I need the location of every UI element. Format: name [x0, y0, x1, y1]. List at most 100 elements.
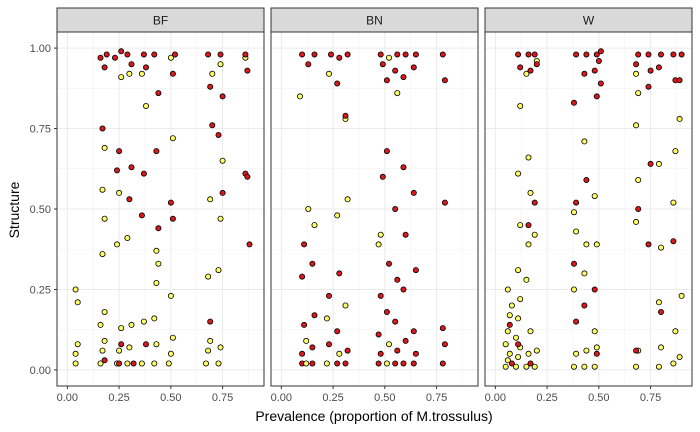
- data-point-red: [383, 308, 390, 315]
- data-point-red: [525, 222, 532, 229]
- data-point-red: [377, 51, 384, 58]
- data-point-yellow: [305, 205, 312, 212]
- data-point-yellow: [517, 222, 524, 229]
- data-point-red: [299, 273, 306, 280]
- data-point-red: [334, 80, 341, 87]
- data-point-red: [309, 344, 316, 351]
- data-point-red: [153, 148, 160, 155]
- data-point-red: [325, 292, 332, 299]
- data-point-red: [527, 67, 534, 74]
- data-point-red: [118, 341, 125, 348]
- data-point-red: [645, 83, 652, 90]
- data-point-yellow: [655, 363, 662, 370]
- x-tick-label: 0.50: [160, 392, 181, 404]
- data-point-yellow: [513, 334, 520, 341]
- data-point-red: [342, 360, 349, 367]
- data-point-yellow: [658, 344, 665, 351]
- data-point-yellow: [101, 215, 108, 222]
- data-point-yellow: [217, 61, 224, 68]
- data-point-yellow: [217, 344, 224, 351]
- data-point-yellow: [72, 286, 79, 293]
- data-point-red: [583, 51, 590, 58]
- data-point-red: [439, 51, 446, 58]
- data-point-red: [128, 61, 135, 68]
- data-point-yellow: [504, 286, 511, 293]
- data-point-red: [635, 51, 642, 58]
- data-point-red: [402, 51, 409, 58]
- data-point-yellow: [296, 93, 303, 100]
- data-point-yellow: [124, 360, 131, 367]
- data-point-yellow: [99, 186, 106, 193]
- data-point-red: [375, 360, 382, 367]
- data-point-yellow: [672, 328, 679, 335]
- data-point-red: [581, 70, 588, 77]
- data-point-red: [207, 83, 214, 90]
- data-point-yellow: [508, 302, 515, 309]
- panel-border: [484, 31, 693, 387]
- data-point-red: [400, 164, 407, 171]
- data-point-red: [517, 64, 524, 71]
- data-point-yellow: [165, 360, 172, 367]
- data-point-red: [97, 54, 104, 61]
- data-point-red: [573, 199, 580, 206]
- data-point-red: [383, 148, 390, 155]
- data-point-yellow: [72, 350, 79, 357]
- data-point-red: [151, 51, 158, 58]
- data-point-yellow: [126, 70, 133, 77]
- data-point-red: [379, 61, 386, 68]
- data-point-yellow: [531, 231, 538, 238]
- data-point-red: [142, 341, 149, 348]
- data-point-yellow: [506, 350, 513, 357]
- data-point-red: [583, 176, 590, 183]
- data-point-yellow: [591, 193, 598, 200]
- data-point-red: [142, 64, 149, 71]
- data-point-red: [344, 347, 351, 354]
- data-point-red: [647, 160, 654, 167]
- data-point-red: [645, 51, 652, 58]
- y-axis-title: Structure: [6, 181, 22, 238]
- facet-panel-w: W 0.00 0.25 0.50 0.75: [484, 7, 693, 404]
- data-point-red: [242, 51, 249, 58]
- data-point-red: [515, 51, 522, 58]
- data-point-red: [597, 48, 604, 55]
- x-axis-title: Prevalence (proportion of M.trossulus): [255, 408, 492, 424]
- data-point-yellow: [571, 363, 578, 370]
- x-tick-label: 0.75: [426, 392, 447, 404]
- data-point-red: [305, 61, 312, 68]
- data-point-red: [573, 51, 580, 58]
- x-tick-label: 0.25: [322, 392, 343, 404]
- data-point-yellow: [219, 157, 226, 164]
- facet-strip: [270, 7, 479, 33]
- data-point-red: [591, 67, 598, 74]
- data-point-yellow: [676, 353, 683, 360]
- data-point-yellow: [658, 244, 665, 251]
- data-point-red: [591, 286, 598, 293]
- data-point-red: [215, 131, 222, 138]
- data-point-yellow: [678, 292, 685, 299]
- data-point-yellow: [502, 341, 509, 348]
- data-point-red: [527, 360, 534, 367]
- data-point-red: [571, 260, 578, 267]
- data-point-red: [311, 51, 318, 58]
- data-point-yellow: [676, 115, 683, 122]
- data-point-yellow: [515, 267, 522, 274]
- data-point-red: [633, 347, 640, 354]
- data-point-yellow: [118, 74, 125, 81]
- data-point-red: [167, 199, 174, 206]
- data-point-red: [325, 341, 332, 348]
- data-point-red: [392, 67, 399, 74]
- data-point-yellow: [531, 363, 538, 370]
- data-point-yellow: [517, 103, 524, 110]
- data-point-yellow: [116, 347, 123, 354]
- data-point-yellow: [116, 189, 123, 196]
- data-point-yellow: [207, 337, 214, 344]
- data-point-yellow: [207, 196, 214, 203]
- data-point-yellow: [581, 270, 588, 277]
- data-point-red: [383, 77, 390, 84]
- data-point-red: [207, 318, 214, 325]
- data-point-yellow: [377, 231, 384, 238]
- facet-panel-bn: BN 0.00 0.25 0.50 0.75: [270, 7, 479, 404]
- data-point-yellow: [571, 209, 578, 216]
- data-point-yellow: [97, 321, 104, 328]
